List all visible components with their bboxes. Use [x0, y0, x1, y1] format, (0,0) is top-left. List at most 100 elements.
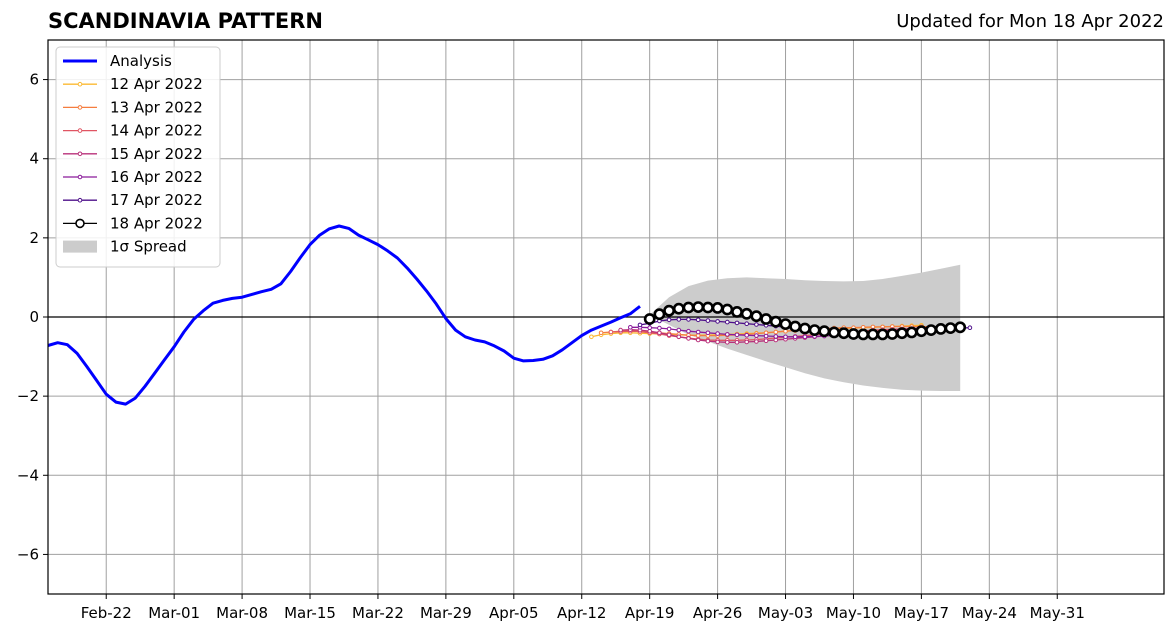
series-point: [896, 327, 908, 340]
series-point: [828, 326, 840, 339]
series-point: [676, 317, 682, 322]
x-tick-label: Apr-26: [693, 604, 743, 622]
series-point: [744, 321, 750, 327]
series-point: [608, 329, 614, 335]
series-point: [750, 310, 763, 323]
series-point: [682, 301, 695, 314]
legend-swatch: [63, 240, 97, 253]
legend-marker: [77, 81, 83, 87]
x-tick-label: May-31: [1030, 604, 1085, 622]
series-point: [792, 334, 798, 340]
x-tick-label: Mar-01: [148, 604, 200, 622]
series-point: [808, 324, 821, 336]
series-point: [769, 315, 782, 328]
series-point: [666, 332, 672, 338]
legend-item: 16 Apr 2022: [63, 168, 203, 186]
legend: Analysis 12 Apr 2022 13 Apr 2022 14 Apr 202…: [55, 46, 221, 268]
x-tick-label: Mar-22: [352, 604, 404, 622]
legend-label: 16 Apr 2022: [110, 168, 203, 186]
series-point: [692, 301, 705, 313]
series-point: [773, 329, 779, 335]
x-tick-label: May-17: [894, 604, 949, 622]
series-point: [802, 334, 808, 340]
series-point: [666, 326, 672, 332]
series-point: [715, 319, 720, 324]
series-point: [734, 340, 740, 345]
series-point: [934, 322, 947, 335]
legend-label: 1σ Spread: [110, 238, 187, 256]
legend-box: [55, 46, 221, 268]
x-tick-label: Mar-29: [420, 604, 472, 622]
legend-label: 14 Apr 2022: [110, 122, 203, 140]
series-point: [760, 313, 772, 325]
series-point: [695, 329, 701, 335]
series-point: [857, 328, 870, 341]
analysis-line: [47, 224, 641, 406]
legend-label: 12 Apr 2022: [110, 75, 203, 93]
series-layer: [47, 224, 973, 406]
series-point: [653, 308, 666, 321]
legend-item: 15 Apr 2022: [63, 145, 203, 163]
legend-label: 13 Apr 2022: [110, 98, 203, 116]
series-point: [618, 327, 623, 333]
series-18-apr-2022: [643, 301, 967, 341]
y-tick-label: 2: [29, 229, 39, 247]
x-tick-label: Mar-08: [216, 604, 268, 622]
legend-marker: [77, 197, 83, 203]
x-tick-label: May-10: [826, 604, 881, 622]
series-point: [695, 317, 701, 323]
legend-marker: [77, 151, 83, 157]
series-point: [944, 322, 957, 334]
x-tick-label: Apr-12: [557, 604, 607, 622]
y-tick-label: 0: [29, 308, 39, 326]
updated-label: Updated for Mon 18 Apr 2022: [896, 11, 1164, 32]
legend-marker: [77, 174, 83, 180]
series-point: [731, 305, 743, 318]
series-point: [663, 304, 675, 317]
series-point: [721, 303, 734, 316]
x-tick-label: Apr-05: [489, 604, 539, 622]
series-point: [711, 301, 724, 314]
series-point: [783, 334, 788, 340]
legend-marker: [75, 218, 85, 229]
series-point: [967, 325, 973, 331]
series-point: [643, 313, 656, 325]
series-point: [905, 326, 918, 339]
x-tick-label: Feb-22: [81, 604, 132, 622]
legend-label: Analysis: [110, 52, 172, 70]
series-point: [744, 332, 750, 338]
series-point: [637, 322, 643, 328]
series-point: [715, 331, 720, 336]
series-point: [779, 318, 792, 330]
series-point: [915, 325, 928, 338]
series-point: [763, 333, 769, 339]
series-point: [695, 333, 701, 338]
legend-label: 17 Apr 2022: [110, 191, 203, 209]
y-tick-label: −4: [17, 466, 39, 484]
series-point: [657, 330, 662, 336]
series-point: [773, 334, 779, 339]
series-point: [598, 330, 604, 336]
legend-item: 1σ Spread: [63, 238, 187, 256]
legend-item: 12 Apr 2022: [63, 75, 203, 93]
legend-item: 14 Apr 2022: [63, 122, 203, 140]
series-point: [715, 339, 720, 345]
series-point: [657, 325, 662, 331]
series-point: [725, 319, 730, 325]
legend-marker: [77, 105, 83, 110]
legend-label: 18 Apr 2022: [110, 214, 203, 232]
series-point: [734, 320, 740, 326]
legend-label: 15 Apr 2022: [110, 145, 203, 163]
series-point: [818, 325, 831, 338]
series-point: [672, 302, 685, 315]
series-point: [867, 328, 879, 341]
legend-item: 13 Apr 2022: [63, 98, 203, 116]
series-point: [705, 318, 711, 323]
series-point: [837, 327, 850, 340]
legend-marker: [77, 128, 83, 133]
series-point: [666, 317, 672, 323]
y-tick-label: −2: [17, 387, 39, 405]
series-point: [676, 327, 682, 333]
series-point: [740, 307, 753, 320]
